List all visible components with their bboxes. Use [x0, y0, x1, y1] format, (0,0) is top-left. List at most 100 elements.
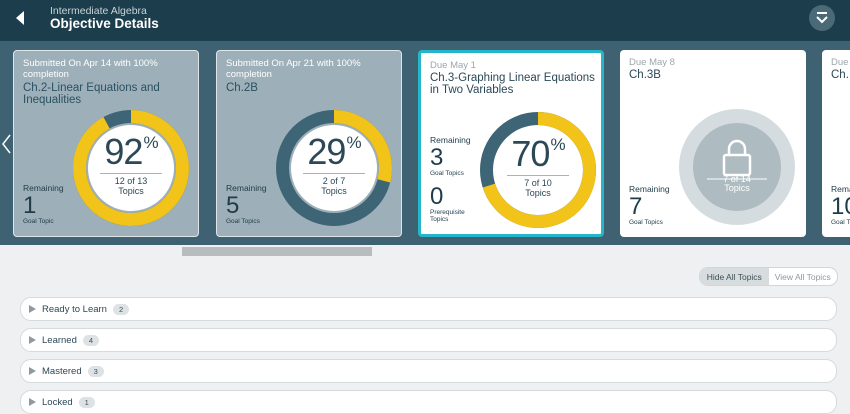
donut-progress — [276, 110, 392, 226]
expand-arrow — [29, 398, 36, 406]
objective-carousel: Submitted On Apr 14 with 100% completion… — [0, 41, 850, 245]
view-all-topics[interactable]: View All Topics — [774, 271, 831, 282]
stat-label: Goal Topics — [430, 170, 464, 177]
topic-progress: 7 of 10 Topics — [524, 178, 552, 198]
remaining-label: Remaining — [831, 184, 850, 194]
section-label: Locked — [42, 396, 73, 408]
remaining-label: Remaining — [629, 184, 670, 194]
section-label: Ready to Learn — [42, 303, 107, 315]
percent-sign: % — [143, 133, 158, 152]
section-count: 1 — [78, 396, 95, 408]
remaining-stats: Remaining 3 Goal Topics 0 Prerequisite Topic… — [430, 135, 471, 223]
expand-arrow — [29, 336, 36, 344]
topic-progress: 2 of 7 Topics — [321, 176, 347, 196]
stat-value: 5 — [226, 192, 240, 219]
stat-label: Goal Topic — [23, 218, 54, 225]
lock-shackle — [727, 139, 747, 155]
section-row[interactable]: Learned 4 — [20, 328, 837, 352]
section-row[interactable]: Locked 1 — [20, 390, 837, 414]
section-count: 3 — [87, 365, 104, 377]
progress-unit: Topics — [321, 185, 347, 196]
course-name: Intermediate Algebra — [50, 5, 147, 17]
card-status: Due May 8 — [629, 57, 675, 68]
section-label: Mastered — [42, 365, 82, 377]
card-title: Ch.3-Graphing Linear Equations in Two Va… — [430, 72, 595, 96]
stat-value: 10 — [831, 193, 850, 220]
objective-card[interactable]: Submitted On Apr 21 with 100% completion… — [216, 50, 402, 237]
percent-text: 29% — [307, 131, 361, 172]
donut-progress — [73, 110, 189, 226]
card-status: Submitted On Apr 21 with 100% completion — [226, 58, 361, 80]
remaining-stats: Remaining10Goal Topics — [831, 184, 850, 226]
stat-label: Goal Topics — [226, 218, 260, 225]
header: Intermediate Algebra Objective Details — [0, 0, 850, 41]
percent-divider — [303, 173, 365, 174]
percent-sign: % — [346, 133, 361, 152]
progress-donut — [276, 110, 392, 226]
stat-value: 3 — [430, 144, 444, 171]
progress-unit: Topics — [118, 185, 144, 196]
remaining-label: Remaining — [226, 183, 267, 193]
expand-arrow — [29, 305, 36, 313]
progress-count: 12 of 13 — [114, 176, 148, 186]
collapse-button[interactable] — [808, 4, 836, 32]
donut-progress — [480, 112, 596, 228]
arrow-shape — [29, 336, 36, 344]
percent-text: 70% — [511, 133, 565, 174]
section-row[interactable]: Ready to Learn 2 — [20, 297, 837, 321]
topic-progress: 7 of 14 Topics — [723, 173, 751, 194]
section-count: 4 — [82, 334, 100, 346]
scrollbar-thumb[interactable] — [182, 247, 372, 256]
progress-unit: Topics — [525, 187, 551, 198]
stat-value: 1 — [23, 192, 37, 219]
hide-all-topics[interactable]: Hide All Topics — [700, 268, 769, 285]
progress-unit: Topics — [724, 183, 750, 193]
page-title: Objective Details — [50, 16, 159, 31]
progress-count: 7 of 14 — [723, 173, 751, 184]
donut-label: 70% 7 of 10 Topics — [478, 110, 598, 230]
progress-donut — [480, 112, 596, 228]
arrow-shape — [29, 305, 36, 313]
card-status: Submitted On Apr 14 with 100% completion — [23, 58, 158, 80]
topic-toggle: Hide All Topics View All Topics — [699, 267, 838, 286]
donut-label: 7 of 14 Topics — [677, 107, 797, 227]
remaining-stats: Remaining 7 Goal Topics — [629, 184, 670, 226]
progress-count: 2 of 7 — [322, 176, 346, 186]
donut-label: 29% 2 of 7 Topics — [274, 108, 394, 228]
lock-body — [722, 153, 752, 177]
percent-value: 70 — [511, 133, 550, 174]
card-title: Ch.2-Linear Equations and Inequalities — [23, 82, 160, 106]
arrow-shape — [29, 367, 36, 375]
prev-arrow[interactable] — [0, 133, 12, 155]
expand-arrow — [29, 367, 36, 375]
stat-value: 0 — [430, 183, 444, 210]
objective-card[interactable]: Due May 8 Ch.3B 7 of 14 Topics Remaining 7 Goa… — [620, 50, 806, 237]
card-status: Due May 1 — [430, 60, 476, 71]
objective-card[interactable]: Submitted On Apr 14 with 100% completion… — [13, 50, 199, 237]
next-arrow[interactable] — [840, 133, 850, 155]
donut-center — [88, 125, 174, 211]
card-status: Due — [831, 57, 849, 68]
arrow-shape — [29, 398, 36, 406]
section-label: Learned — [42, 334, 77, 346]
percent-value: 92 — [104, 131, 143, 172]
donut-center — [693, 123, 781, 211]
remaining-label: Remaining — [23, 183, 64, 193]
stat-label: Prerequisite Topics — [430, 209, 465, 223]
percent-value: 29 — [307, 131, 346, 172]
donut-center — [495, 127, 581, 213]
section-row[interactable]: Mastered 3 — [20, 359, 837, 383]
progress-donut — [73, 110, 189, 226]
percent-sign: % — [550, 135, 565, 154]
section-count: 2 — [112, 303, 130, 315]
back-button[interactable] — [14, 10, 26, 26]
remaining-stats: Remaining 5 Goal Topics — [226, 183, 267, 225]
objective-card[interactable]: Due May 1 Ch.3-Graphing Linear Equations … — [418, 50, 604, 237]
topic-progress: 12 of 13 Topics — [114, 176, 148, 196]
percent-text: 92% — [104, 131, 158, 172]
progress-donut — [679, 109, 795, 225]
donut-label: 92% 12 of 13 Topics — [71, 108, 191, 228]
stat-value: 7 — [629, 193, 643, 220]
